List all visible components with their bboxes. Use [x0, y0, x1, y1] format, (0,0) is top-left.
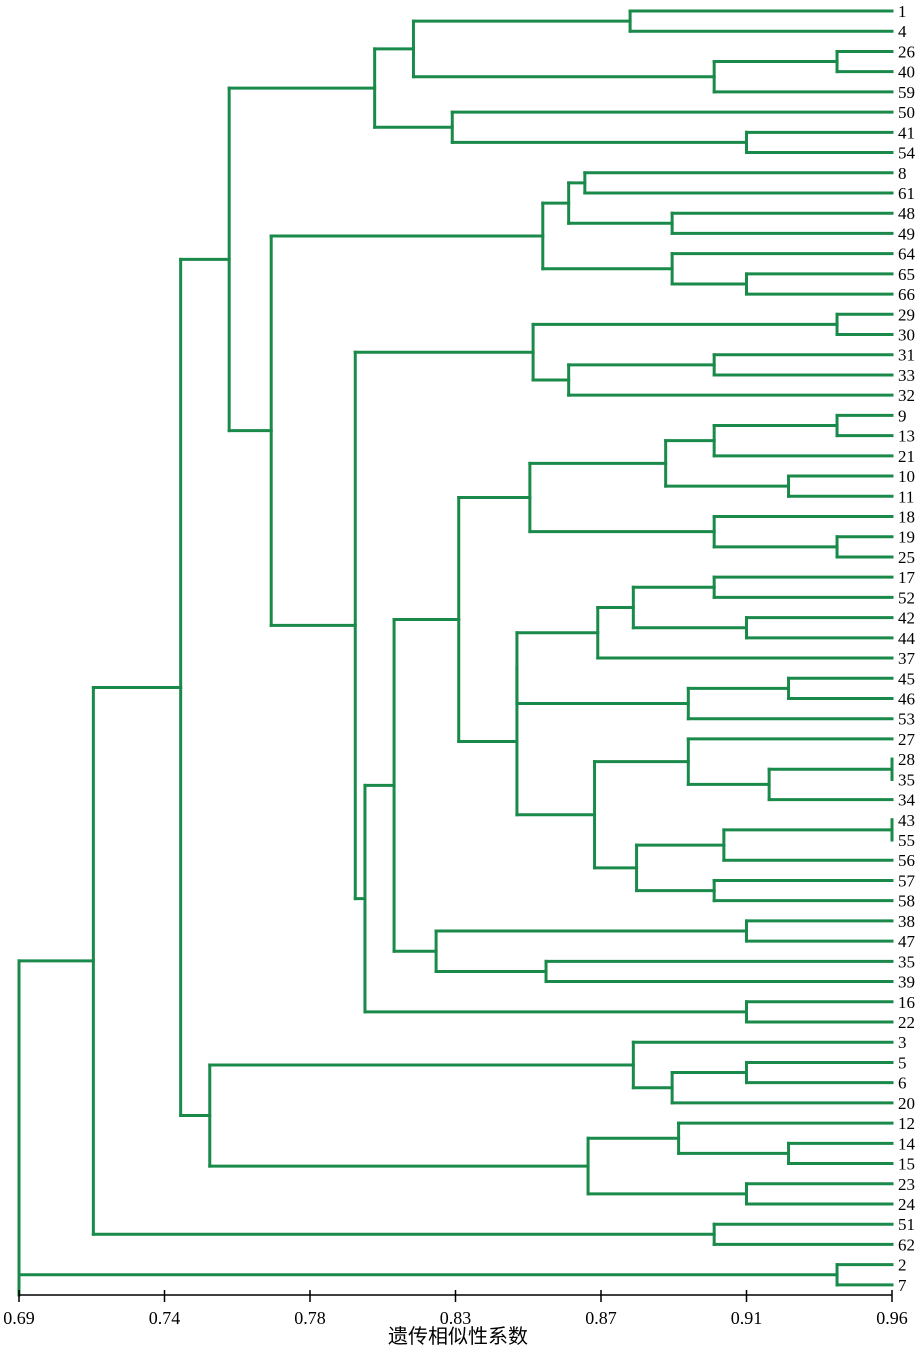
leaf-label: 47: [898, 932, 916, 951]
leaf-label: 43: [898, 811, 915, 830]
leaf-label: 24: [898, 1195, 916, 1214]
x-axis-title: 遗传相似性系数: [388, 1324, 528, 1348]
leaf-label: 1: [898, 2, 907, 21]
leaf-labels: 1426405950415486148496465662930313332913…: [898, 2, 916, 1295]
leaf-label: 11: [898, 487, 914, 506]
leaf-label: 38: [898, 912, 915, 931]
x-tick-label: 0.96: [876, 1308, 908, 1328]
leaf-label: 10: [898, 467, 915, 486]
leaf-label: 59: [898, 83, 915, 102]
leaf-label: 49: [898, 224, 915, 243]
leaf-label: 8: [898, 164, 907, 183]
leaf-label: 2: [898, 1256, 907, 1275]
leaf-label: 55: [898, 831, 915, 850]
leaf-label: 6: [898, 1074, 907, 1093]
x-tick-label: 0.78: [294, 1308, 326, 1328]
leaf-label: 34: [898, 791, 916, 810]
leaf-label: 53: [898, 710, 915, 729]
leaf-label: 44: [898, 629, 916, 648]
leaf-label: 27: [898, 730, 916, 749]
leaf-label: 50: [898, 103, 915, 122]
leaf-label: 57: [898, 871, 916, 890]
leaf-label: 37: [898, 649, 916, 668]
leaf-label: 21: [898, 447, 915, 466]
leaf-label: 65: [898, 265, 915, 284]
leaf-label: 5: [898, 1053, 907, 1072]
x-tick-label: 0.91: [731, 1308, 763, 1328]
leaf-label: 61: [898, 184, 915, 203]
x-tick-label: 0.87: [585, 1308, 617, 1328]
leaf-label: 16: [898, 993, 915, 1012]
x-tick-label: 0.74: [149, 1308, 181, 1328]
leaf-label: 14: [898, 1134, 916, 1153]
leaf-label: 46: [898, 689, 915, 708]
leaf-label: 12: [898, 1114, 915, 1133]
leaf-label: 15: [898, 1155, 915, 1174]
leaf-label: 26: [898, 42, 915, 61]
leaf-label: 13: [898, 427, 915, 446]
dendrogram-branches: [17, 9, 894, 1297]
leaf-label: 51: [898, 1215, 915, 1234]
x-axis-ticks: 0.69 0.74 0.78 0.83 0.87 0.91 0.96: [3, 1290, 908, 1328]
leaf-label: 54: [898, 144, 916, 163]
x-tick-label: 0.69: [3, 1308, 35, 1328]
leaf-label: 9: [898, 406, 907, 425]
leaf-label: 41: [898, 123, 915, 142]
leaf-label: 42: [898, 609, 915, 628]
leaf-label: 58: [898, 892, 915, 911]
leaf-label: 18: [898, 508, 915, 527]
leaf-label: 7: [898, 1276, 907, 1295]
leaf-label: 31: [898, 346, 915, 365]
leaf-label: 45: [898, 669, 915, 688]
leaf-label: 66: [898, 285, 915, 304]
leaf-label: 64: [898, 245, 916, 264]
leaf-label: 4: [898, 22, 907, 41]
leaf-label: 19: [898, 528, 915, 547]
x-tick-label: 0.83: [440, 1308, 472, 1328]
leaf-label: 17: [898, 568, 916, 587]
leaf-label: 48: [898, 204, 915, 223]
leaf-label: 62: [898, 1235, 915, 1254]
leaf-label: 20: [898, 1094, 915, 1113]
leaf-label: 56: [898, 851, 915, 870]
leaf-label: 25: [898, 548, 915, 567]
leaf-label: 39: [898, 973, 915, 992]
leaf-label: 32: [898, 386, 915, 405]
leaf-label: 35: [898, 770, 915, 789]
leaf-label: 22: [898, 1013, 915, 1032]
leaf-label: 30: [898, 326, 915, 345]
leaf-label: 33: [898, 366, 915, 385]
leaf-label: 40: [898, 63, 915, 82]
leaf-label: 35: [898, 952, 915, 971]
leaf-label: 28: [898, 750, 915, 769]
leaf-label: 23: [898, 1175, 915, 1194]
leaf-label: 52: [898, 588, 915, 607]
x-axis: 0.69 0.74 0.78 0.83 0.87 0.91 0.96: [3, 1290, 908, 1328]
leaf-label: 29: [898, 305, 915, 324]
leaf-label: 3: [898, 1033, 907, 1052]
